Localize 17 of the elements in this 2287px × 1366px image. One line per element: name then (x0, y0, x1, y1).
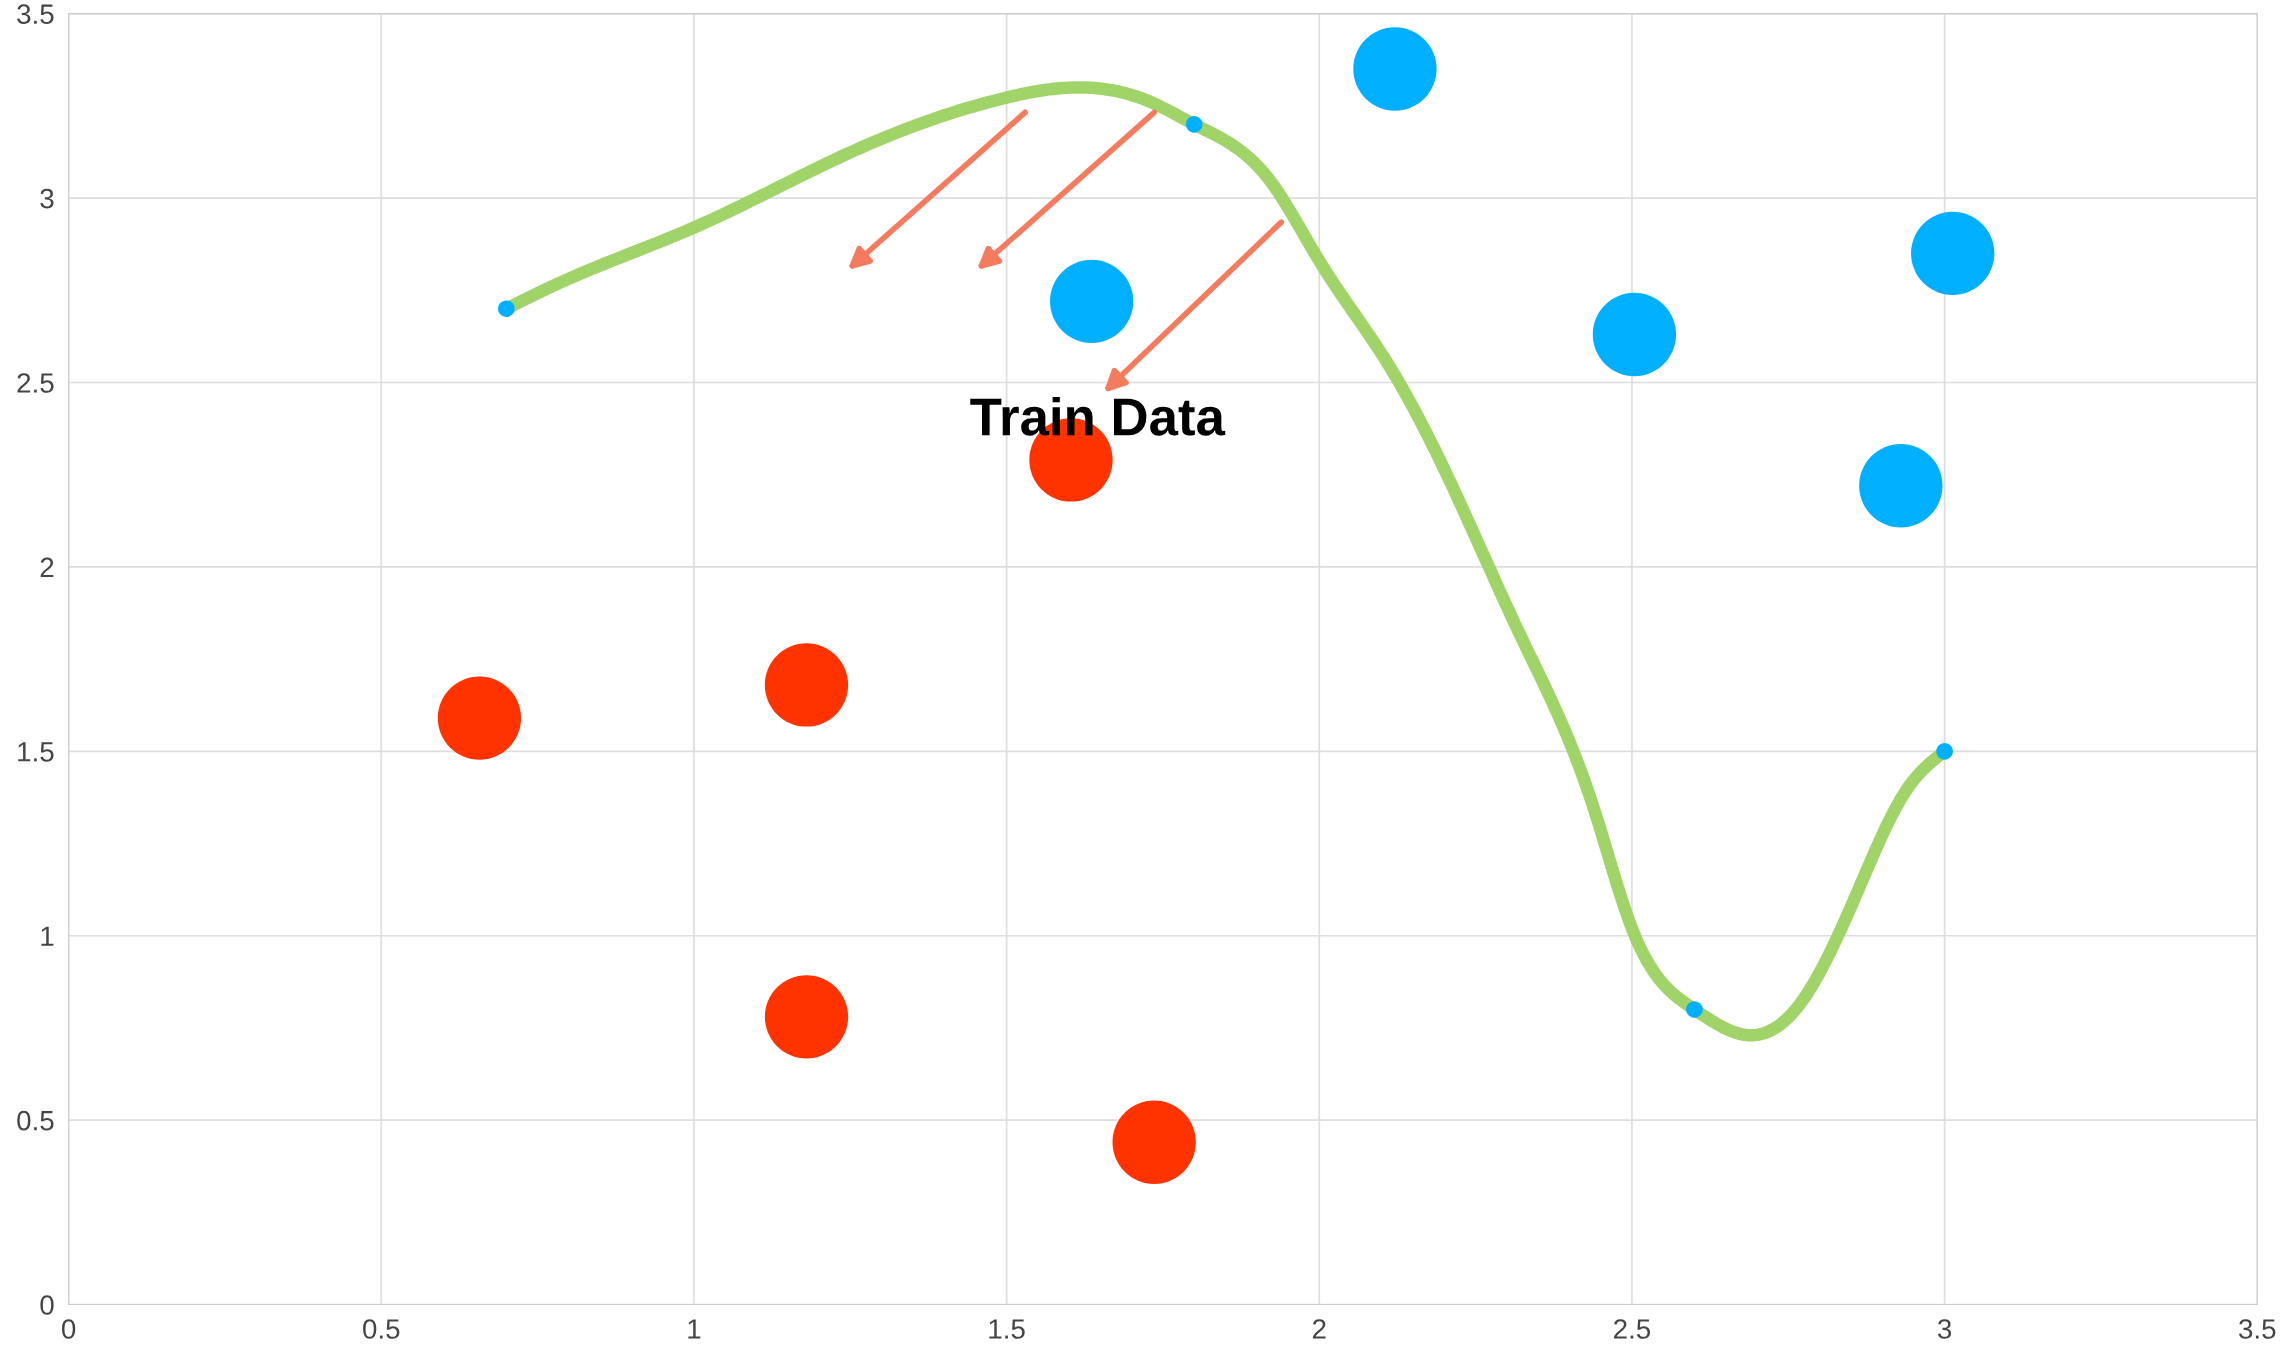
y-tick-label: 0.5 (17, 1110, 54, 1131)
y-tick-label: 3.5 (17, 4, 54, 24)
y-tick-label: 2 (40, 557, 54, 577)
x-tick-label: 3.5 (2239, 1319, 2276, 1339)
x-tick-label: 1.5 (989, 1319, 1025, 1339)
x-tick-label: 0.5 (363, 1319, 400, 1339)
y-tick-label: 0 (40, 1295, 54, 1315)
y-tick-label: 1.5 (18, 742, 54, 762)
x-tick-label: 2.5 (1614, 1319, 1651, 1339)
x-tick-label: 0 (61, 1319, 76, 1339)
x-tick-label: 3 (1937, 1319, 1952, 1339)
x-tick-label: 2 (1312, 1319, 1326, 1339)
annotation: Train Data (970, 396, 1226, 436)
x-tick-label: 1 (688, 1319, 701, 1339)
y-tick-label: 3 (40, 188, 54, 209)
y-tick-label: 1 (41, 926, 54, 946)
y-tick-label: 2.5 (17, 373, 54, 393)
